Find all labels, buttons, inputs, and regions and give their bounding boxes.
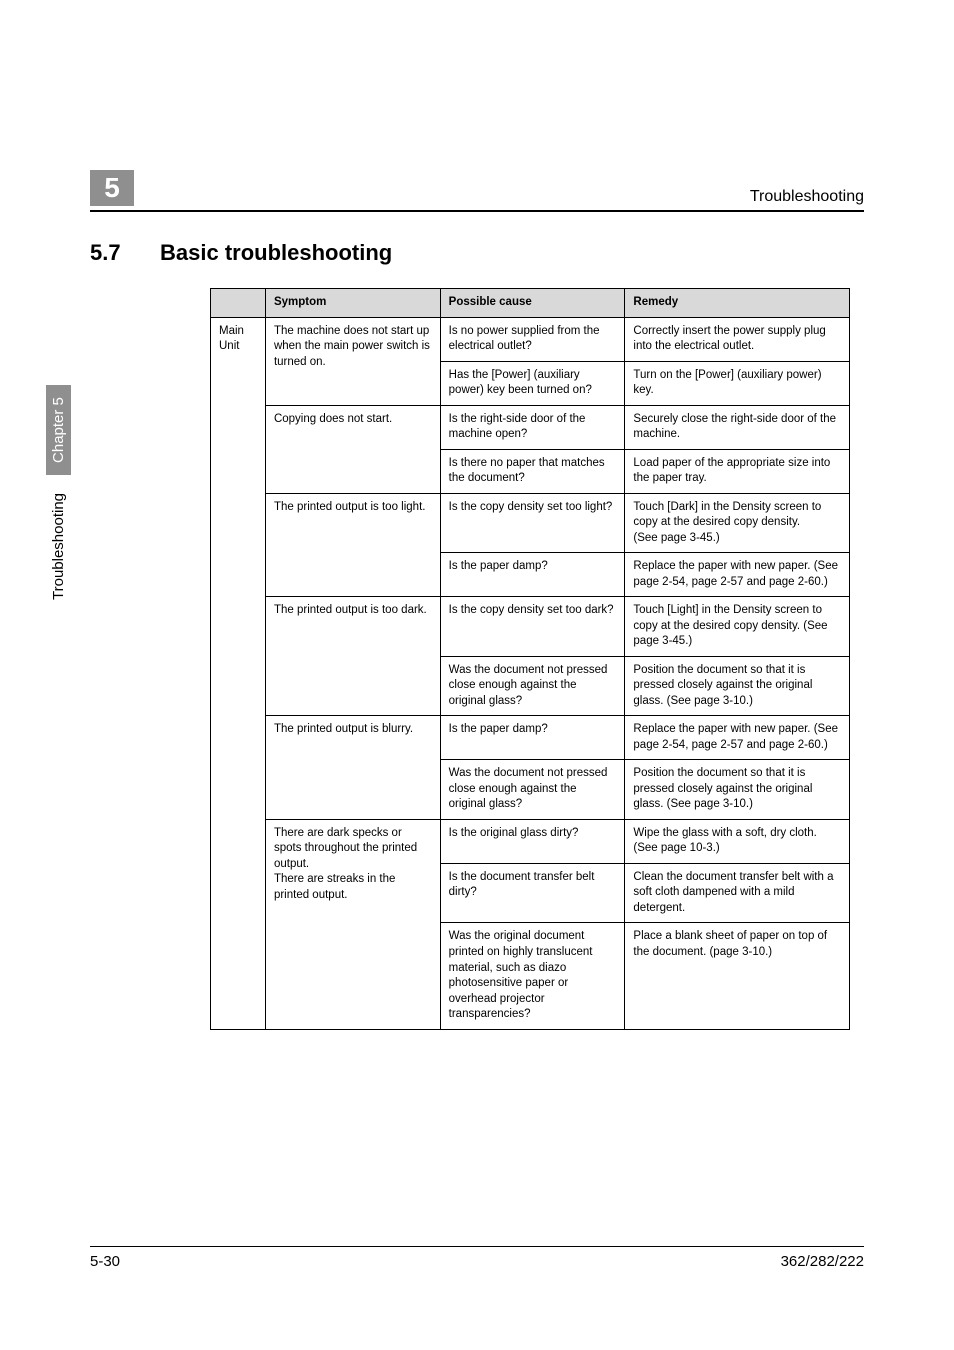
remedy-cell: Replace the paper with new paper. (See p… <box>625 716 850 760</box>
remedy-cell: Securely close the right-side door of th… <box>625 405 850 449</box>
cause-cell: Is the original glass dirty? <box>440 819 625 863</box>
remedy-cell: Turn on the [Power] (auxiliary power) ke… <box>625 361 850 405</box>
troubleshooting-table: Symptom Possible cause Remedy Main UnitT… <box>210 288 850 1030</box>
footer-page-number: 5-30 <box>90 1253 120 1270</box>
remedy-cell: Replace the paper with new paper. (See p… <box>625 553 850 597</box>
table-row: The printed output is too dark.Is the co… <box>211 597 850 657</box>
cause-cell: Was the original document printed on hig… <box>440 923 625 1029</box>
cause-cell: Is the right-side door of the machine op… <box>440 405 625 449</box>
symptom-cell: The printed output is too light. <box>265 493 440 597</box>
cause-cell: Was the document not pressed close enoug… <box>440 760 625 820</box>
cause-cell: Has the [Power] (auxiliary power) key be… <box>440 361 625 405</box>
remedy-cell: Load paper of the appropriate size into … <box>625 449 850 493</box>
cause-cell: Is no power supplied from the electrical… <box>440 317 625 361</box>
section-number: 5.7 <box>90 240 160 266</box>
table-row: Main UnitThe machine does not start up w… <box>211 317 850 361</box>
symptom-cell: Copying does not start. <box>265 405 440 493</box>
symptom-cell: The printed output is too dark. <box>265 597 440 716</box>
cause-cell: Was the document not pressed close enoug… <box>440 656 625 716</box>
side-tab-chapter: Chapter 5 <box>46 385 71 475</box>
table-row: The printed output is too light.Is the c… <box>211 493 850 553</box>
remedy-cell: Position the document so that it is pres… <box>625 760 850 820</box>
page-footer: 5-30 362/282/222 <box>90 1246 864 1270</box>
col-header-remedy: Remedy <box>625 289 850 318</box>
side-tab: Troubleshooting Chapter 5 <box>46 385 71 600</box>
remedy-cell: Clean the document transfer belt with a … <box>625 863 850 923</box>
page-header: 5 Troubleshooting <box>90 170 864 212</box>
cause-cell: Is there no paper that matches the docum… <box>440 449 625 493</box>
remedy-cell: Correctly insert the power supply plug i… <box>625 317 850 361</box>
remedy-cell: Touch [Dark] in the Density screen to co… <box>625 493 850 553</box>
table-header-row: Symptom Possible cause Remedy <box>211 289 850 318</box>
table-row: Copying does not start.Is the right-side… <box>211 405 850 449</box>
running-title: Troubleshooting <box>750 188 864 206</box>
side-tab-area: Troubleshooting <box>50 493 67 600</box>
col-header-cause: Possible cause <box>440 289 625 318</box>
symptom-cell: The printed output is blurry. <box>265 716 440 820</box>
remedy-cell: Position the document so that it is pres… <box>625 656 850 716</box>
cause-cell: Is the copy density set too light? <box>440 493 625 553</box>
cause-cell: Is the document transfer belt dirty? <box>440 863 625 923</box>
symptom-cell: The machine does not start up when the m… <box>265 317 440 405</box>
symptom-cell: There are dark specks or spots throughou… <box>265 819 440 1029</box>
cause-cell: Is the paper damp? <box>440 716 625 760</box>
col-header-group <box>211 289 266 318</box>
group-cell: Main Unit <box>211 317 266 1029</box>
section-heading: 5.7 Basic troubleshooting <box>90 240 864 266</box>
section-title: Basic troubleshooting <box>160 240 392 266</box>
cause-cell: Is the copy density set too dark? <box>440 597 625 657</box>
cause-cell: Is the paper damp? <box>440 553 625 597</box>
table-row: There are dark specks or spots throughou… <box>211 819 850 863</box>
remedy-cell: Wipe the glass with a soft, dry cloth. (… <box>625 819 850 863</box>
remedy-cell: Place a blank sheet of paper on top of t… <box>625 923 850 1029</box>
footer-model: 362/282/222 <box>781 1253 864 1270</box>
col-header-symptom: Symptom <box>265 289 440 318</box>
table-row: The printed output is blurry.Is the pape… <box>211 716 850 760</box>
remedy-cell: Touch [Light] in the Density screen to c… <box>625 597 850 657</box>
chapter-number-badge: 5 <box>90 170 134 206</box>
